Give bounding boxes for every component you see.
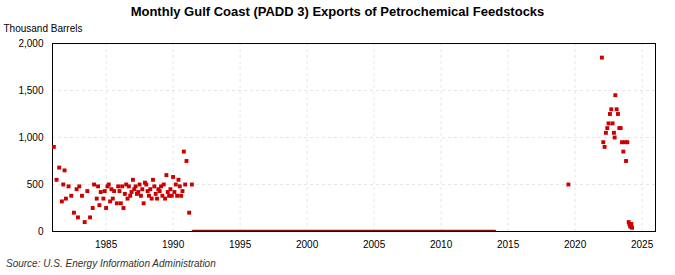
svg-text:2010: 2010 (430, 239, 453, 250)
svg-text:2020: 2020 (564, 239, 587, 250)
svg-text:1,500: 1,500 (18, 85, 43, 96)
svg-text:2000: 2000 (296, 239, 319, 250)
svg-text:500: 500 (27, 179, 44, 190)
svg-text:2005: 2005 (363, 239, 386, 250)
html-text:Source: U.S. Energy Informatio: Source: U.S. Energy Information Administ… (6, 258, 216, 269)
svg-text:2015: 2015 (497, 239, 520, 250)
svg-text:Thousand Barrels: Thousand Barrels (4, 23, 83, 34)
svg-text:1,000: 1,000 (18, 132, 43, 143)
html-text:Monthly Gulf Coast (PADD 3) Ex: Monthly Gulf Coast (PADD 3) Exports of P… (130, 4, 545, 19)
svg-text:2,000: 2,000 (18, 38, 43, 49)
svg-text:1995: 1995 (229, 239, 252, 250)
svg-text:1985: 1985 (95, 239, 118, 250)
svg-text:0: 0 (38, 226, 44, 237)
svg-text:2025: 2025 (631, 239, 654, 250)
svg-text:1990: 1990 (162, 239, 185, 250)
